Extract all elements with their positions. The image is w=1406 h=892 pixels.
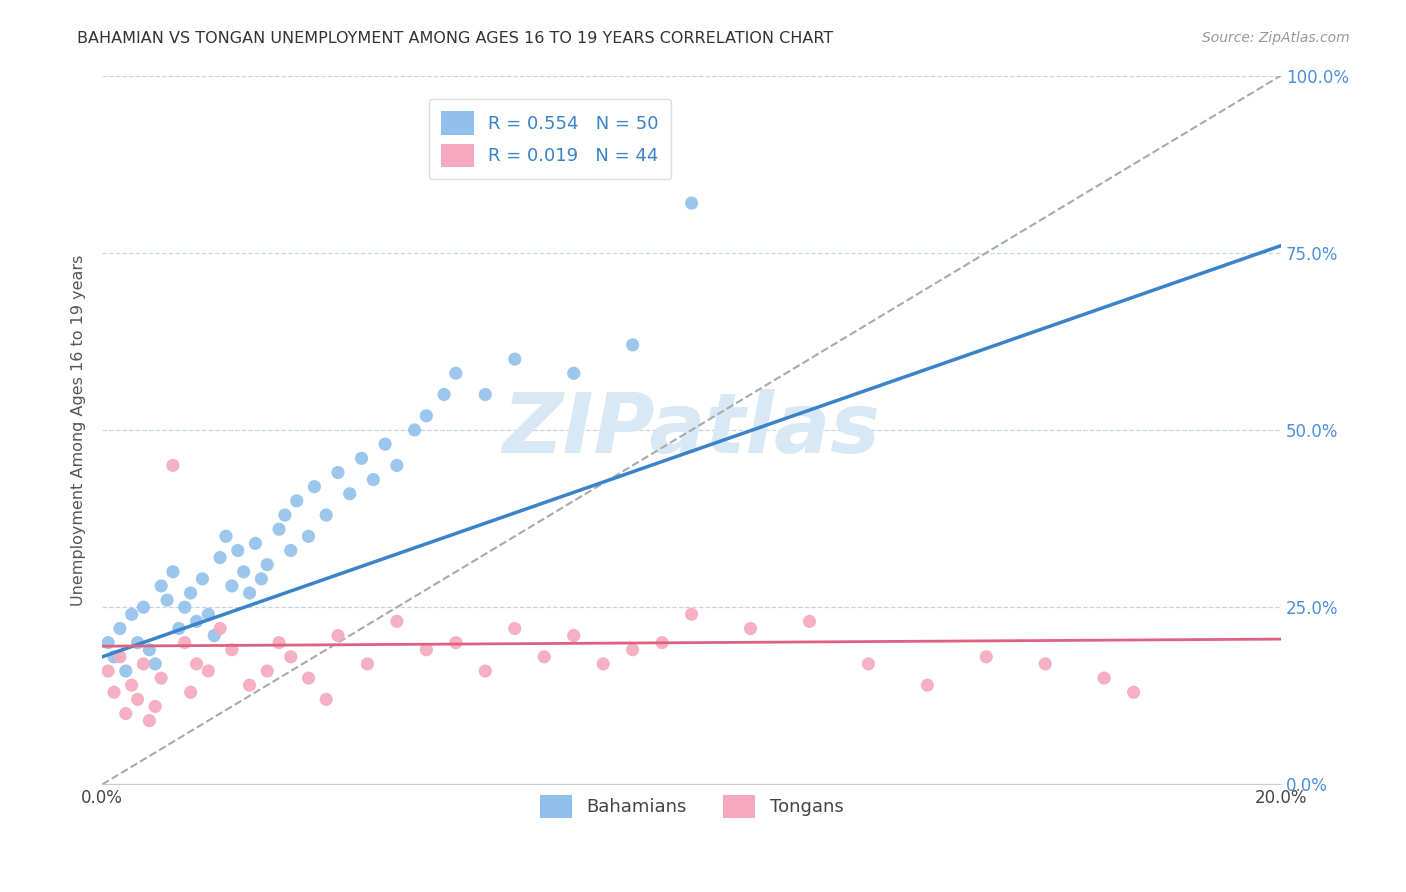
Bahamians	[202, 629, 225, 643]
Bahamians	[385, 458, 408, 473]
Tongans	[238, 678, 260, 692]
Tongans	[221, 642, 243, 657]
Tongans	[740, 622, 762, 636]
Bahamians	[209, 550, 232, 565]
Bahamians	[433, 387, 456, 401]
Tongans	[186, 657, 208, 671]
Bahamians	[326, 466, 349, 480]
Bahamians	[186, 615, 208, 629]
Tongans	[1033, 657, 1056, 671]
Tongans	[621, 642, 644, 657]
Bahamians	[221, 579, 243, 593]
Tongans	[315, 692, 337, 706]
Legend: Bahamians, Tongans: Bahamians, Tongans	[533, 788, 851, 825]
Tongans	[103, 685, 125, 699]
Tongans	[385, 615, 408, 629]
Tongans	[267, 635, 290, 649]
Tongans	[592, 657, 614, 671]
Tongans	[173, 635, 195, 649]
Tongans	[108, 649, 131, 664]
Tongans	[297, 671, 319, 685]
Bahamians	[280, 543, 302, 558]
Bahamians	[503, 352, 526, 367]
Tongans	[1092, 671, 1115, 685]
Tongans	[356, 657, 378, 671]
Tongans	[681, 607, 703, 622]
Bahamians	[681, 196, 703, 211]
Bahamians	[138, 642, 160, 657]
Tongans	[256, 664, 278, 678]
Tongans	[180, 685, 202, 699]
Bahamians	[191, 572, 214, 586]
Text: ZIPatlas: ZIPatlas	[503, 390, 880, 470]
Tongans	[444, 635, 467, 649]
Tongans	[280, 649, 302, 664]
Tongans	[209, 622, 232, 636]
Tongans	[326, 629, 349, 643]
Bahamians	[404, 423, 426, 437]
Tongans	[974, 649, 997, 664]
Bahamians	[127, 635, 149, 649]
Bahamians	[315, 508, 337, 522]
Tongans	[651, 635, 673, 649]
Text: Source: ZipAtlas.com: Source: ZipAtlas.com	[1202, 31, 1350, 45]
Tongans	[917, 678, 939, 692]
Bahamians	[250, 572, 273, 586]
Bahamians	[444, 366, 467, 380]
Tongans	[143, 699, 166, 714]
Bahamians	[621, 338, 644, 352]
Y-axis label: Unemployment Among Ages 16 to 19 years: Unemployment Among Ages 16 to 19 years	[72, 254, 86, 606]
Bahamians	[114, 664, 136, 678]
Bahamians	[267, 522, 290, 536]
Bahamians	[162, 565, 184, 579]
Bahamians	[339, 487, 361, 501]
Bahamians	[167, 622, 190, 636]
Bahamians	[256, 558, 278, 572]
Bahamians	[232, 565, 254, 579]
Bahamians	[226, 543, 249, 558]
Tongans	[162, 458, 184, 473]
Bahamians	[245, 536, 267, 550]
Bahamians	[285, 494, 308, 508]
Bahamians	[156, 593, 179, 607]
Bahamians	[415, 409, 437, 423]
Bahamians	[132, 600, 155, 615]
Tongans	[503, 622, 526, 636]
Bahamians	[238, 586, 260, 600]
Bahamians	[363, 473, 385, 487]
Tongans	[97, 664, 120, 678]
Bahamians	[121, 607, 143, 622]
Bahamians	[180, 586, 202, 600]
Tongans	[858, 657, 880, 671]
Bahamians	[150, 579, 173, 593]
Bahamians	[350, 451, 373, 466]
Tongans	[799, 615, 821, 629]
Bahamians	[97, 635, 120, 649]
Bahamians	[374, 437, 396, 451]
Bahamians	[274, 508, 297, 522]
Tongans	[150, 671, 173, 685]
Tongans	[114, 706, 136, 721]
Bahamians	[304, 480, 326, 494]
Bahamians	[173, 600, 195, 615]
Tongans	[127, 692, 149, 706]
Bahamians	[562, 366, 585, 380]
Tongans	[474, 664, 496, 678]
Bahamians	[215, 529, 238, 543]
Text: BAHAMIAN VS TONGAN UNEMPLOYMENT AMONG AGES 16 TO 19 YEARS CORRELATION CHART: BAHAMIAN VS TONGAN UNEMPLOYMENT AMONG AG…	[77, 31, 834, 46]
Bahamians	[297, 529, 319, 543]
Bahamians	[197, 607, 219, 622]
Bahamians	[474, 387, 496, 401]
Tongans	[132, 657, 155, 671]
Tongans	[138, 714, 160, 728]
Tongans	[1122, 685, 1144, 699]
Tongans	[121, 678, 143, 692]
Bahamians	[108, 622, 131, 636]
Bahamians	[143, 657, 166, 671]
Tongans	[415, 642, 437, 657]
Tongans	[533, 649, 555, 664]
Tongans	[562, 629, 585, 643]
Bahamians	[103, 649, 125, 664]
Tongans	[197, 664, 219, 678]
